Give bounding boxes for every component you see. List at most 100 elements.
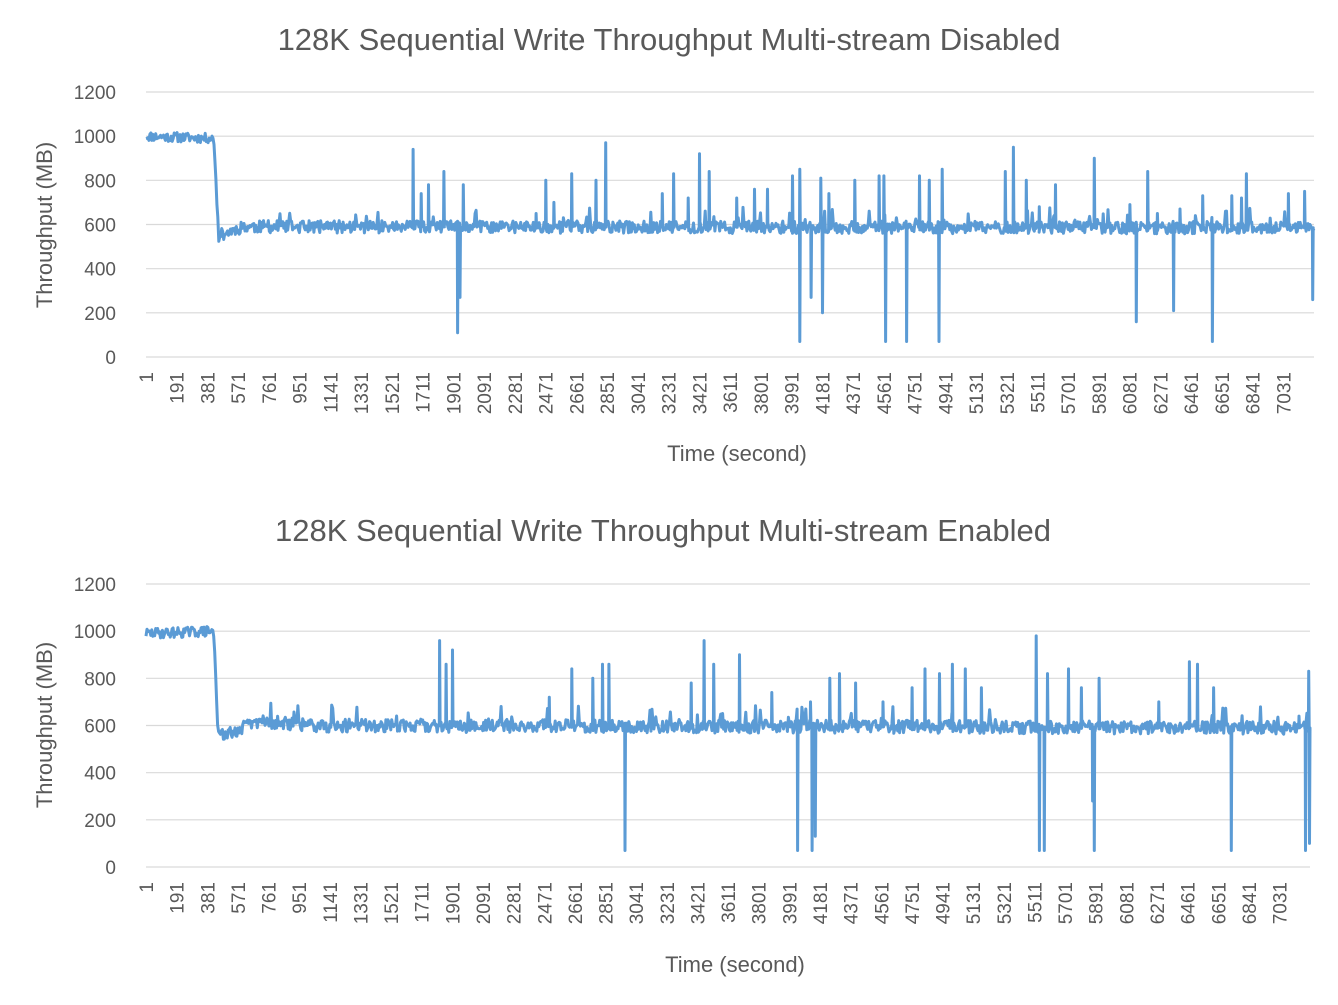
x-tick-label: 6841 — [1240, 882, 1261, 924]
x-tick-label: 3231 — [658, 882, 679, 924]
x-tick-label: 2281 — [505, 882, 526, 924]
y-tick-label: 200 — [84, 304, 116, 325]
x-tick-label: 2471 — [535, 882, 556, 924]
x-tick-label: 571 — [229, 882, 250, 914]
x-tick-label: 2091 — [475, 372, 496, 414]
x-tick-label: 3611 — [721, 372, 742, 413]
x-tick-label: 191 — [168, 372, 189, 404]
chart-disabled: 0 200 400 600 800 1000 1200 1 191 381 571 761 951 114… — [32, 83, 1316, 466]
x-tick-label: 5131 — [967, 372, 988, 414]
x-tick-label: 3991 — [783, 372, 804, 414]
x-tick-label: 6461 — [1182, 372, 1203, 414]
y-tick-label: 1000 — [74, 622, 116, 643]
x-tick-label: 3801 — [750, 882, 771, 924]
x-tick-label: 761 — [260, 372, 281, 404]
x-tick-label: 381 — [198, 882, 219, 914]
x-tick-label: 5511 — [1028, 372, 1049, 413]
x-tick-label: 4561 — [872, 882, 893, 924]
x-tick-label: 6651 — [1209, 882, 1230, 924]
y-tick-label: 600 — [84, 216, 116, 237]
x-tick-label: 7031 — [1274, 372, 1295, 414]
x-tick-label: 4751 — [906, 372, 927, 414]
x-tick-label: 2851 — [598, 372, 619, 414]
x-tick-label: 4181 — [811, 882, 832, 924]
x-tick-label: 761 — [260, 882, 281, 914]
x-tick-label: 5321 — [995, 882, 1016, 924]
x-tick-label: 5321 — [998, 372, 1019, 414]
x-tick-label: 5701 — [1056, 882, 1077, 924]
y-tick-label: 1200 — [74, 575, 116, 596]
x-tick-label: 1331 — [351, 882, 372, 924]
x-tick-label: 3421 — [688, 882, 709, 924]
y-tick-label: 400 — [84, 764, 116, 785]
x-tick-label: 3991 — [780, 882, 801, 924]
x-tick-label: 191 — [168, 882, 189, 914]
series-line-throughput — [145, 131, 1316, 343]
x-tick-label: 3801 — [752, 372, 773, 414]
y-tick-label: 800 — [84, 669, 116, 690]
x-tick-label: 6461 — [1179, 882, 1200, 924]
x-tick-label: 1711 — [413, 882, 434, 923]
x-tick-label: 1901 — [443, 882, 464, 924]
x-tick-label: 2661 — [567, 372, 588, 414]
x-tick-label: 6081 — [1117, 882, 1138, 924]
x-tick-label: 2091 — [474, 882, 495, 924]
x-tick-label: 5891 — [1087, 882, 1108, 924]
x-tick-label: 381 — [198, 372, 219, 404]
x-axis-title: Time (second) — [665, 952, 805, 977]
x-tick-label: 3231 — [660, 372, 681, 414]
x-tick-label: 571 — [229, 372, 250, 404]
x-tick-label: 1 — [137, 372, 158, 383]
x-tick-label: 6651 — [1213, 372, 1234, 414]
x-tick-label: 1521 — [382, 882, 403, 924]
x-tick-label: 6271 — [1151, 372, 1172, 414]
x-tick-label: 2851 — [597, 882, 618, 924]
y-tick-label: 1200 — [74, 83, 116, 104]
x-tick-label: 2281 — [506, 372, 527, 414]
x-tick-label: 5131 — [964, 882, 985, 924]
x-tick-label: 3041 — [627, 882, 648, 924]
x-tick-label: 4181 — [813, 372, 834, 414]
x-tick-label: 6841 — [1244, 372, 1265, 414]
y-tick-label: 600 — [84, 717, 116, 738]
x-tick-label: 4371 — [844, 372, 865, 414]
x-tick-label: 5511 — [1025, 882, 1046, 923]
x-tick-label: 2471 — [537, 372, 558, 414]
y-tick-label: 400 — [84, 260, 116, 281]
chart-title-enabled: 128K Sequential Write Throughput Multi-s… — [274, 513, 1051, 548]
x-tick-label: 951 — [291, 372, 312, 404]
y-axis-title: Throughput (MB) — [32, 642, 57, 808]
y-tick-label: 800 — [84, 171, 116, 192]
x-tick-label: 3041 — [629, 372, 650, 414]
x-axis-title: Time (second) — [667, 441, 807, 466]
x-tick-label: 1331 — [352, 372, 373, 414]
chart-title-disabled: 128K Sequential Write Throughput Multi-s… — [277, 22, 1061, 57]
y-tick-label: 0 — [105, 348, 116, 369]
x-tick-label: 3421 — [690, 372, 711, 414]
y-tick-label: 0 — [105, 858, 116, 879]
x-tick-label: 1901 — [444, 372, 465, 414]
x-tick-label: 2661 — [566, 882, 587, 924]
series-line-throughput — [144, 625, 1312, 852]
x-tick-label: 4941 — [936, 372, 957, 414]
y-tick-label: 200 — [84, 811, 116, 832]
x-tick-label: 951 — [290, 882, 311, 914]
x-tick-label: 6081 — [1121, 372, 1142, 414]
x-tick-label: 4561 — [875, 372, 896, 414]
x-tick-label: 4751 — [903, 882, 924, 924]
x-tick-label: 3611 — [719, 882, 740, 923]
x-tick-label: 1711 — [414, 372, 435, 413]
x-tick-label: 6271 — [1148, 882, 1169, 924]
x-tick-label: 4941 — [934, 882, 955, 924]
x-tick-label: 7031 — [1271, 882, 1292, 924]
x-tick-label: 1521 — [383, 372, 404, 414]
x-tick-label: 5701 — [1059, 372, 1080, 414]
y-axis-title: Throughput (MB) — [32, 142, 57, 308]
x-tick-label: 5891 — [1090, 372, 1111, 414]
x-tick-label: 1 — [137, 882, 158, 893]
x-tick-label: 4371 — [842, 882, 863, 924]
x-tick-label: 1141 — [321, 372, 342, 413]
y-tick-label: 1000 — [74, 127, 116, 148]
x-tick-label: 1141 — [321, 882, 342, 923]
